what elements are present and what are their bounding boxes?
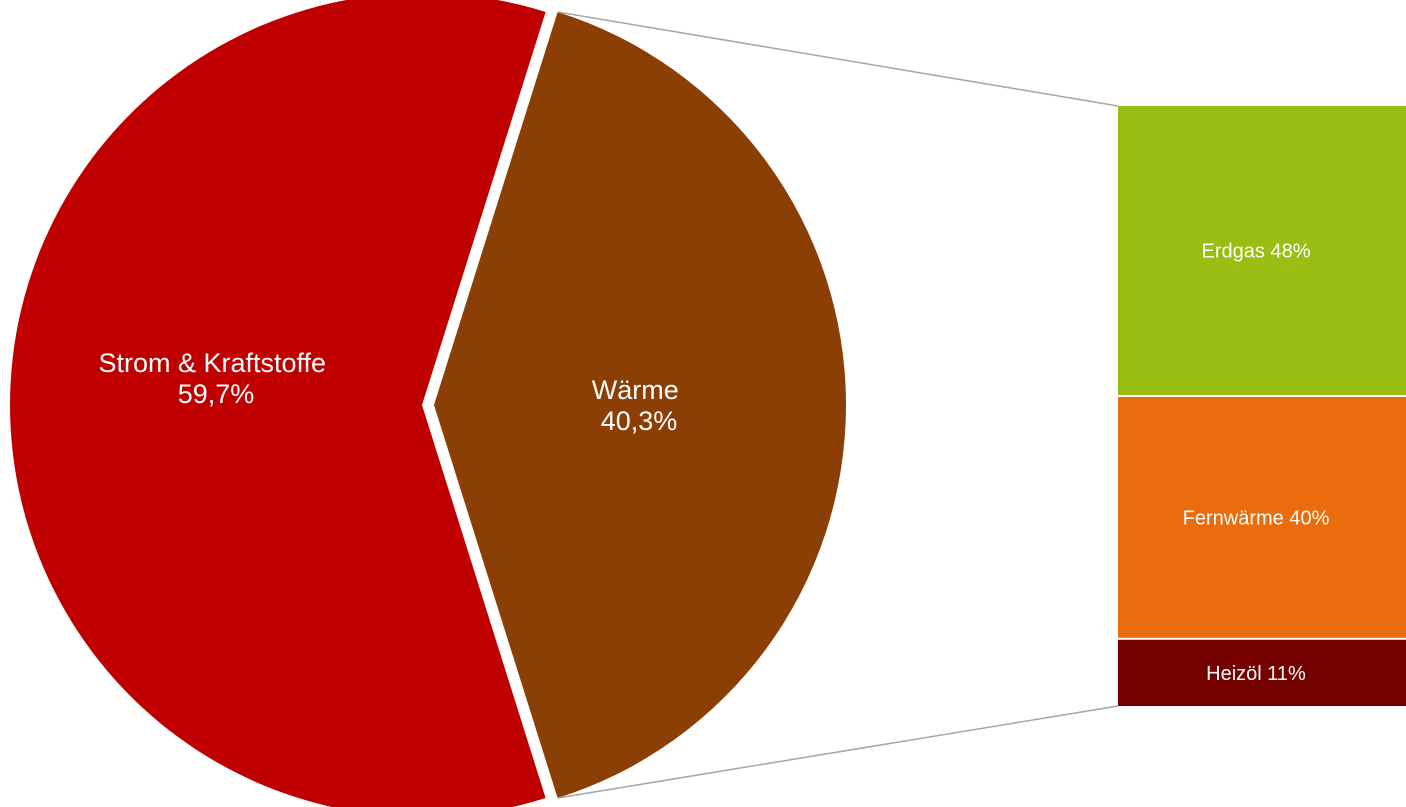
bar-segment-erdgas[interactable] xyxy=(1118,106,1406,395)
bar-segment-label: Fernwärme 40% xyxy=(1183,507,1330,529)
pie-slice-strom-kraftstoffe[interactable] xyxy=(9,0,546,807)
pie-slice-label: Strom & Kraftstoffe 59,7% xyxy=(98,348,333,409)
slice-name: Strom & Kraftstoffe xyxy=(98,348,326,378)
slice-value: 40,3% xyxy=(601,406,678,436)
pie-slice-waerme[interactable] xyxy=(434,11,847,799)
pie-slice-label: Wärme 40,3% xyxy=(592,375,687,436)
stacked-bar xyxy=(1118,106,1406,706)
connector-line-bottom xyxy=(557,705,1119,799)
bar-segment-fernwaerme[interactable] xyxy=(1118,396,1406,638)
pie xyxy=(9,0,847,807)
labels: Strom & Kraftstoffe 59,7% Wärme 40,3% Er… xyxy=(98,240,1329,684)
connector-lines xyxy=(557,11,1119,799)
slice-value: 59,7% xyxy=(178,379,255,409)
connector-line-top xyxy=(557,11,1119,107)
bar-segment-heizoel[interactable] xyxy=(1118,639,1406,706)
bar-segment-label: Heizöl 11% xyxy=(1206,663,1306,685)
slice-name: Wärme xyxy=(592,375,679,405)
bar-segment-label: Erdgas 48% xyxy=(1202,240,1311,262)
